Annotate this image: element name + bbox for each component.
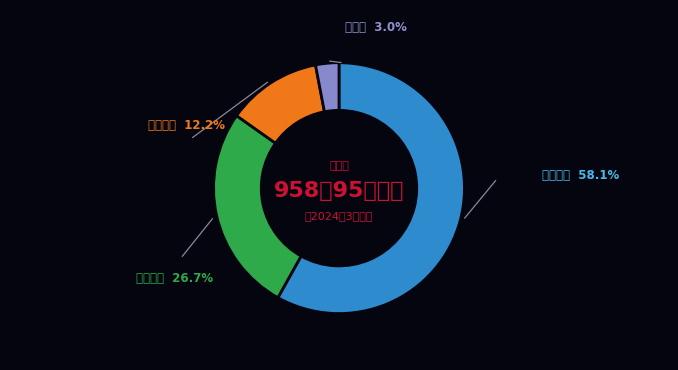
Text: 売上高: 売上高 <box>329 161 349 171</box>
Text: 介護事業  12.2%: 介護事業 12.2% <box>148 119 225 132</box>
Wedge shape <box>278 63 464 313</box>
Text: 人材事業  58.1%: 人材事業 58.1% <box>542 169 620 182</box>
Text: （2024年3月期）: （2024年3月期） <box>304 211 374 221</box>
Wedge shape <box>315 63 339 112</box>
Wedge shape <box>214 116 301 297</box>
Text: 教育事業  26.7%: 教育事業 26.7% <box>136 272 213 285</box>
Text: 958肆95百万円: 958肆95百万円 <box>274 181 404 201</box>
Wedge shape <box>237 65 325 143</box>
Text: その他  3.0%: その他 3.0% <box>345 21 407 34</box>
